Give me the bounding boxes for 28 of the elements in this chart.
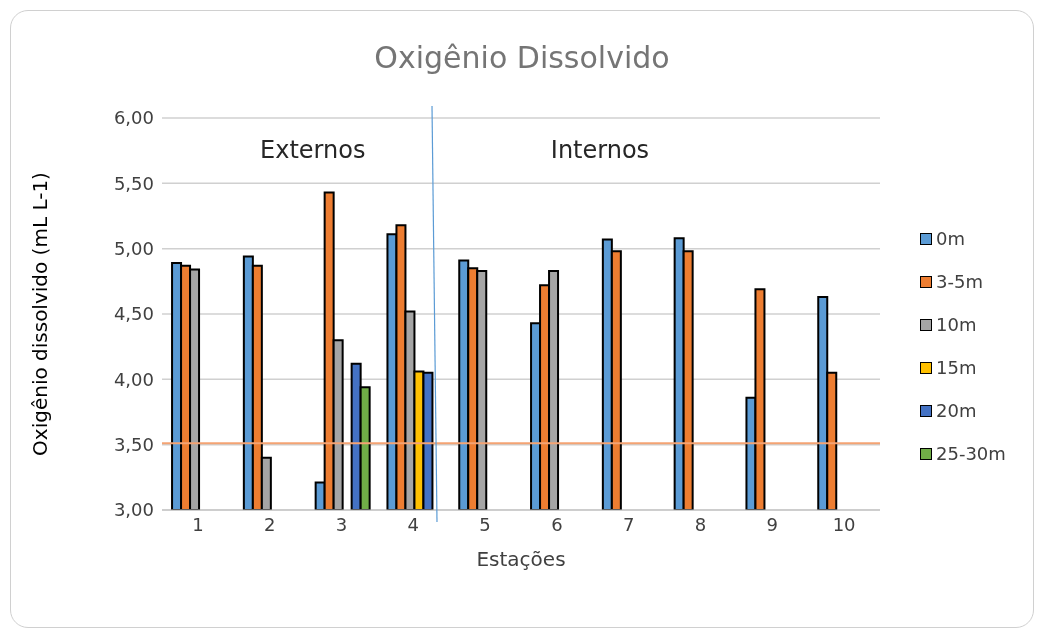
legend-label: 15m	[935, 357, 978, 378]
x-tick-label: 4	[407, 513, 420, 535]
x-tick-label: 1	[192, 513, 204, 535]
y-tick-label: 4,00	[113, 368, 154, 390]
x-tick-label: 2	[263, 513, 276, 535]
legend-label: 0m	[935, 228, 966, 249]
chart-title: Oxigênio Dissolvido	[373, 40, 671, 75]
annotation: Externos	[259, 136, 367, 164]
x-tick-label: 7	[622, 513, 635, 535]
x-axis-title: Estações	[476, 547, 566, 571]
y-tick-label: 5,00	[113, 238, 154, 260]
y-tick-label: 3,50	[113, 434, 154, 456]
y-axis-title: Oxigênio dissolvido (mL L-1)	[28, 172, 53, 456]
legend-label: 20m	[935, 400, 978, 421]
x-tick-label: 9	[766, 513, 779, 535]
y-tick-label: 5,50	[113, 172, 154, 194]
y-tick-label: 6,00	[113, 107, 154, 129]
legend-label: 10m	[935, 314, 978, 335]
x-tick-label: 10	[832, 513, 856, 535]
legend-label: 3-5m	[935, 271, 984, 292]
legend-label: 25-30m	[935, 443, 1006, 464]
y-tick-label: 4,50	[113, 303, 154, 325]
x-tick-label: 3	[335, 513, 348, 535]
x-tick-label: 6	[551, 513, 563, 535]
annotation: Internos	[549, 136, 651, 164]
x-tick-label: 8	[694, 513, 707, 535]
y-tick-label: 3,00	[113, 499, 154, 521]
x-tick-label: 5	[479, 513, 491, 535]
